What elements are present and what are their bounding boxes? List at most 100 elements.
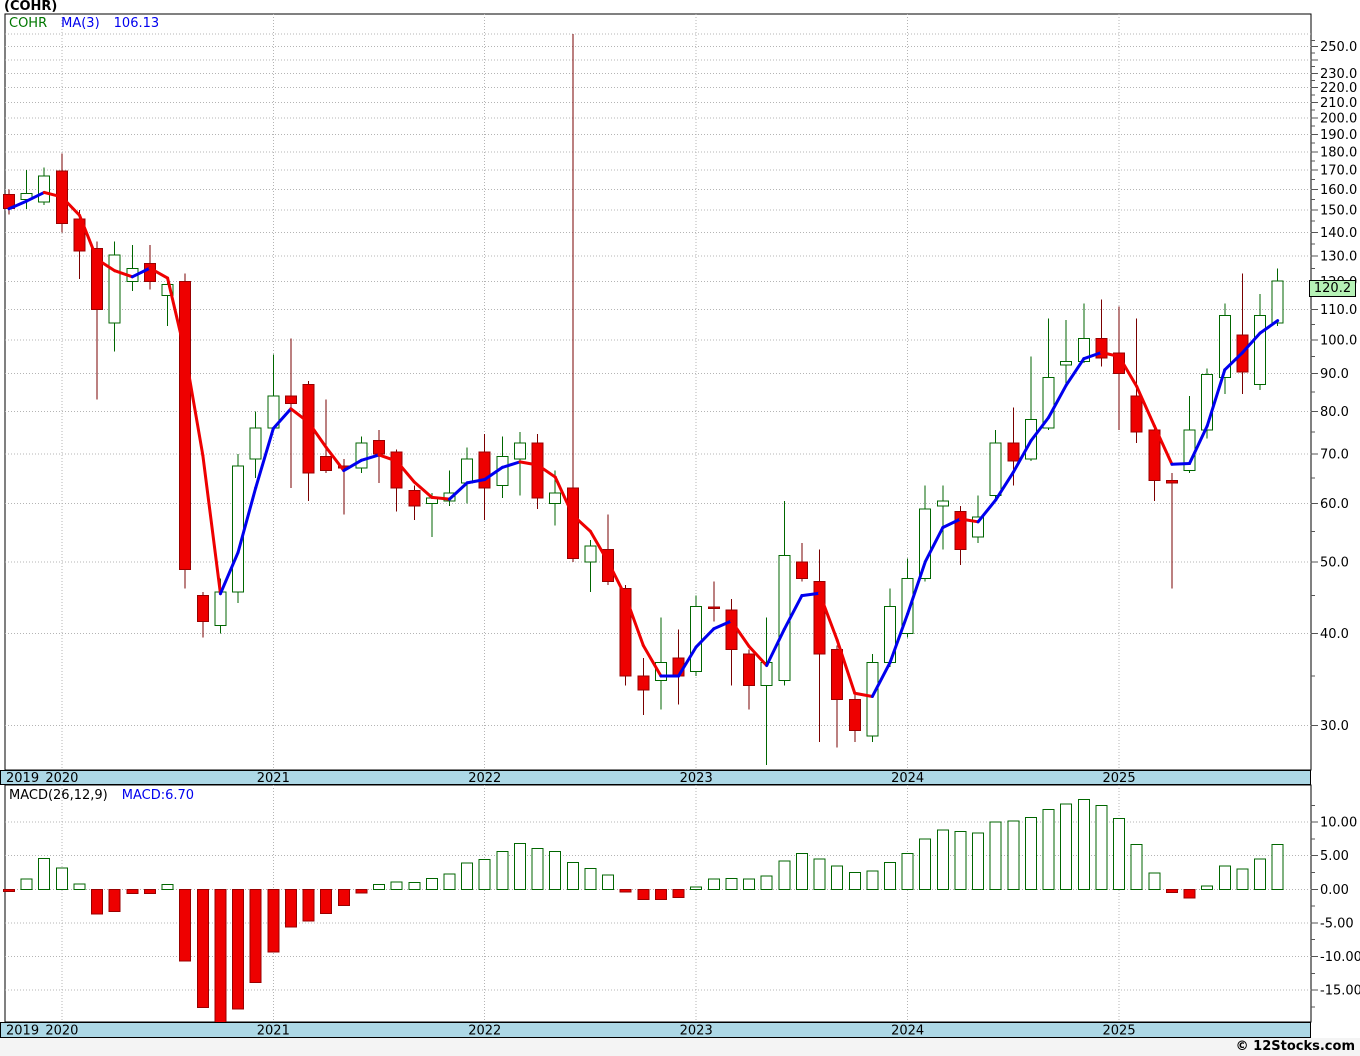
svg-text:190.0: 190.0	[1320, 128, 1357, 143]
candle	[91, 241, 104, 400]
svg-text:2019: 2019	[6, 771, 39, 786]
macd-bar	[302, 888, 315, 922]
svg-text:90.0: 90.0	[1320, 367, 1349, 382]
svg-text:180.0: 180.0	[1320, 145, 1357, 160]
svg-text:2019: 2019	[6, 1024, 39, 1039]
candle	[1148, 427, 1161, 501]
candle	[284, 338, 297, 488]
macd-bar	[232, 888, 245, 1010]
svg-text:5.00: 5.00	[1320, 849, 1349, 864]
candle	[1077, 303, 1090, 364]
footer-band: © 12Stocks.com	[0, 1038, 1360, 1056]
macd-bar	[1130, 843, 1143, 890]
candle	[1042, 318, 1055, 430]
legend-symbol: COHR	[9, 16, 48, 31]
macd-bar	[425, 878, 438, 890]
macd-bar	[390, 881, 403, 890]
macd-bar	[637, 888, 650, 900]
macd-bar	[795, 853, 808, 890]
svg-text:2020: 2020	[45, 1024, 78, 1039]
candle	[513, 432, 526, 496]
candle	[637, 658, 650, 715]
svg-text:10.00: 10.00	[1320, 816, 1357, 831]
candle	[936, 485, 949, 550]
macd-bar	[443, 873, 456, 890]
candle	[1095, 299, 1108, 367]
candle	[690, 595, 703, 677]
candle	[566, 34, 579, 562]
macd-bar	[1060, 803, 1073, 890]
candle	[1271, 268, 1284, 326]
page-title: (COHR)	[4, 0, 58, 14]
macd-bar	[1095, 804, 1108, 890]
macd-bar	[549, 851, 562, 890]
svg-text:2025: 2025	[1103, 771, 1136, 786]
svg-text:2024: 2024	[891, 1024, 924, 1039]
candle	[972, 495, 985, 544]
candle	[584, 540, 597, 593]
macd-bar	[1201, 885, 1214, 890]
svg-text:2022: 2022	[468, 1024, 501, 1039]
svg-text:210.0: 210.0	[1320, 96, 1357, 111]
macd-bar	[1218, 865, 1231, 890]
svg-text:2025: 2025	[1103, 1024, 1136, 1039]
svg-text:170.0: 170.0	[1320, 164, 1357, 179]
candle	[831, 645, 844, 748]
svg-text:-15.00: -15.00	[1320, 984, 1360, 999]
macd-bar	[989, 821, 1002, 890]
macd-bar	[214, 888, 227, 1031]
macd-bar	[654, 888, 667, 900]
macd-bar	[566, 861, 579, 890]
macd-bar	[284, 888, 297, 928]
svg-text:2021: 2021	[257, 1024, 290, 1039]
macd-bar	[813, 858, 826, 890]
legend-ma-label: MA(3)	[61, 16, 100, 31]
macd-bar	[320, 888, 333, 914]
macd-bar	[919, 838, 932, 890]
candle	[196, 592, 209, 638]
svg-text:-10.00: -10.00	[1320, 950, 1360, 965]
candle	[232, 454, 245, 603]
macd-bar	[461, 862, 474, 890]
macd-bar	[126, 888, 139, 894]
candle	[989, 429, 1002, 501]
svg-text:200.0: 200.0	[1320, 112, 1357, 127]
candle	[1218, 303, 1231, 394]
svg-text:60.0: 60.0	[1320, 497, 1349, 512]
svg-text:220.0: 220.0	[1320, 81, 1357, 96]
svg-text:-5.00: -5.00	[1320, 916, 1354, 931]
macd-bar	[725, 878, 738, 890]
candle	[743, 649, 756, 710]
macd-bar	[108, 888, 121, 912]
macd-bar	[337, 888, 350, 906]
candle	[179, 273, 192, 589]
macd-bar	[20, 878, 33, 890]
macd-bar	[531, 847, 544, 890]
macd-bar	[179, 888, 192, 962]
svg-text:250.0: 250.0	[1320, 40, 1357, 55]
candle	[795, 543, 808, 582]
macd-bar	[954, 831, 967, 890]
candle	[602, 514, 615, 586]
svg-text:100.0: 100.0	[1320, 334, 1357, 349]
macd-bar	[1113, 818, 1126, 890]
candle	[355, 436, 368, 473]
macd-legend: MACD(26,12,9) MACD:6.70	[9, 788, 208, 803]
macd-bar	[249, 888, 262, 984]
macd-bar	[1271, 843, 1284, 890]
candle	[531, 434, 544, 509]
svg-text:140.0: 140.0	[1320, 226, 1357, 241]
price-legend: COHR MA(3) 106.13	[9, 16, 173, 31]
candle	[848, 694, 861, 742]
svg-text:80.0: 80.0	[1320, 405, 1349, 420]
legend-ma-value: 106.13	[113, 16, 160, 31]
macd-bar	[672, 888, 685, 899]
candle	[108, 241, 121, 352]
candle	[1130, 318, 1143, 443]
svg-text:2022: 2022	[468, 771, 501, 786]
ma3-line	[7, 190, 1280, 698]
svg-text:2024: 2024	[891, 771, 924, 786]
macd-bar	[760, 875, 773, 890]
macd-bar	[901, 853, 914, 890]
